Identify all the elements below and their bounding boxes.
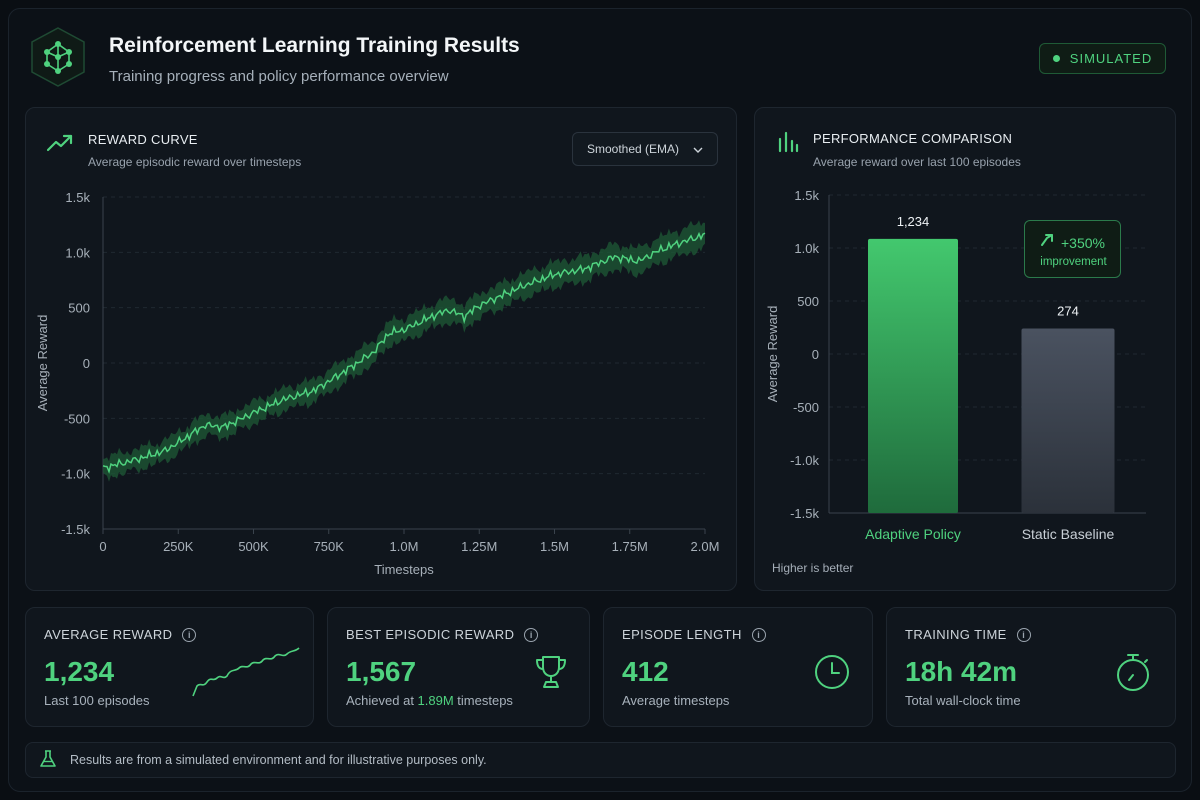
x-tick-label: 1.5M [540, 539, 569, 554]
chevron-down-icon [693, 142, 703, 156]
y-tick-label: -1.5k [790, 506, 819, 521]
disclaimer-text: Results are from a simulated environment… [70, 753, 487, 767]
performance-bar-chart: 1.5k 1.0k 500 0 -500 -1.0k -1.5k Average Reward… [765, 188, 1146, 542]
reward-curve-title: REWARD CURVE [88, 132, 198, 147]
stat-label-text: EPISODE LENGTH [622, 627, 742, 642]
stat-value-average-reward: 1,234 [44, 656, 115, 687]
y-tick-label: 1.5k [65, 190, 90, 205]
y-tick-label: -1.0k [790, 453, 819, 468]
y-tick-label: -1.0k [61, 467, 90, 482]
x-tick-label: 500K [238, 539, 269, 554]
reward-curve-subtitle: Average episodic reward over timesteps [88, 155, 302, 169]
bar-value-label: 274 [1057, 303, 1079, 318]
category-label: Static Baseline [1022, 526, 1115, 542]
stat-sub-training-time: Total wall-clock time [905, 693, 1021, 708]
page-subtitle: Training progress and policy performance… [109, 68, 449, 85]
flask-icon [40, 749, 56, 771]
info-icon[interactable]: i [751, 627, 766, 642]
y-tick-label: 0 [812, 347, 819, 362]
stat-sub-suffix: timesteps [453, 693, 513, 708]
x-tick-label: 250K [163, 539, 194, 554]
y-tick-label: 0 [83, 356, 90, 371]
stat-card-best-reward: BEST EPISODIC REWARD i 1,567 Achieved at… [327, 607, 590, 727]
x-tick-label: 1.75M [612, 539, 648, 554]
stat-card-episode-length: EPISODE LENGTH i 412 Average timesteps [603, 607, 873, 727]
simulated-badge: SIMULATED [1039, 43, 1166, 74]
stat-sub-episode-length: Average timesteps [622, 693, 730, 708]
page-title: Reinforcement Learning Training Results [109, 34, 520, 57]
y-tick-label: 500 [68, 301, 90, 316]
info-icon[interactable]: i [182, 627, 197, 642]
stat-sub-average-reward: Last 100 episodes [44, 693, 150, 708]
performance-subtitle: Average reward over last 100 episodes [813, 155, 1021, 169]
improvement-callout: +350% improvement [1024, 220, 1121, 278]
x-tick-label: 1.25M [461, 539, 497, 554]
bar [868, 238, 958, 513]
higher-is-better-note: Higher is better [772, 561, 854, 575]
stat-label-text: BEST EPISODIC REWARD [346, 627, 515, 642]
stat-sub-best-reward: Achieved at 1.89M timesteps [346, 693, 513, 708]
trending-up-icon [46, 133, 73, 158]
bar-value-label: 1,234 [897, 214, 930, 229]
stat-value-training-time: 18h 42m [905, 656, 1018, 687]
stat-label-text: AVERAGE REWARD [44, 627, 173, 642]
sparkline-icon [191, 646, 301, 703]
y-tick-label: 1.0k [794, 241, 819, 256]
clock-icon [814, 654, 850, 695]
category-label: Adaptive Policy [865, 526, 961, 542]
performance-title: PERFORMANCE COMPARISON [813, 131, 1013, 146]
stat-card-training-time: TRAINING TIME i 18h 42m Total wall-clock… [886, 607, 1176, 727]
stat-sub-highlight: 1.89M [417, 693, 454, 708]
bar [1021, 328, 1115, 513]
stat-label-average-reward: AVERAGE REWARD i [44, 627, 197, 642]
arrow-up-right-icon [1040, 233, 1054, 252]
trophy-icon [534, 654, 568, 695]
stat-value-episode-length: 412 [622, 656, 669, 687]
x-tick-label: 1.0M [390, 539, 419, 554]
y-axis-label: Average Reward [35, 315, 50, 412]
stat-label-best-reward: BEST EPISODIC REWARD i [346, 627, 539, 642]
improvement-label: improvement [1040, 256, 1107, 268]
stat-sub-prefix: Achieved at [346, 693, 418, 708]
y-tick-label: -1.5k [61, 522, 90, 537]
x-tick-label: 2.0M [691, 539, 720, 554]
confidence-band [103, 220, 705, 482]
y-tick-label: -500 [793, 400, 819, 415]
y-tick-label: 1.0k [65, 245, 90, 260]
y-tick-label: -500 [64, 411, 90, 426]
smoothing-dropdown-value: Smoothed (EMA) [587, 142, 680, 156]
stat-card-average-reward: AVERAGE REWARD i 1,234 Last 100 episodes [25, 607, 314, 727]
x-tick-label: 0 [99, 539, 106, 554]
info-icon[interactable]: i [524, 627, 539, 642]
x-axis-label: Timesteps [374, 562, 434, 577]
stopwatch-icon [1115, 652, 1151, 697]
y-tick-label: 1.5k [794, 188, 819, 203]
stat-label-text: TRAINING TIME [905, 627, 1007, 642]
smoothing-dropdown[interactable]: Smoothed (EMA) [572, 132, 718, 166]
stat-label-training-time: TRAINING TIME i [905, 627, 1031, 642]
status-dot-icon [1052, 55, 1060, 62]
reward-curve-chart: 1.5k 1.0k 500 0 -500 -1.0k -1.5k 0 250K 500K 750K 1… [35, 190, 720, 577]
y-axis-label: Average Reward [765, 306, 780, 403]
network-nodes-icon [28, 26, 88, 88]
disclaimer-bar: Results are from a simulated environment… [25, 742, 1176, 778]
stat-label-episode-length: EPISODE LENGTH i [622, 627, 766, 642]
improvement-value: +350% [1061, 234, 1105, 251]
simulated-badge-label: SIMULATED [1069, 51, 1153, 66]
x-tick-label: 750K [314, 539, 345, 554]
reward-series-line [102, 231, 706, 474]
info-icon[interactable]: i [1016, 627, 1031, 642]
bar-chart-icon [777, 131, 799, 158]
y-tick-label: 500 [797, 294, 819, 309]
stat-value-best-reward: 1,567 [346, 656, 417, 687]
